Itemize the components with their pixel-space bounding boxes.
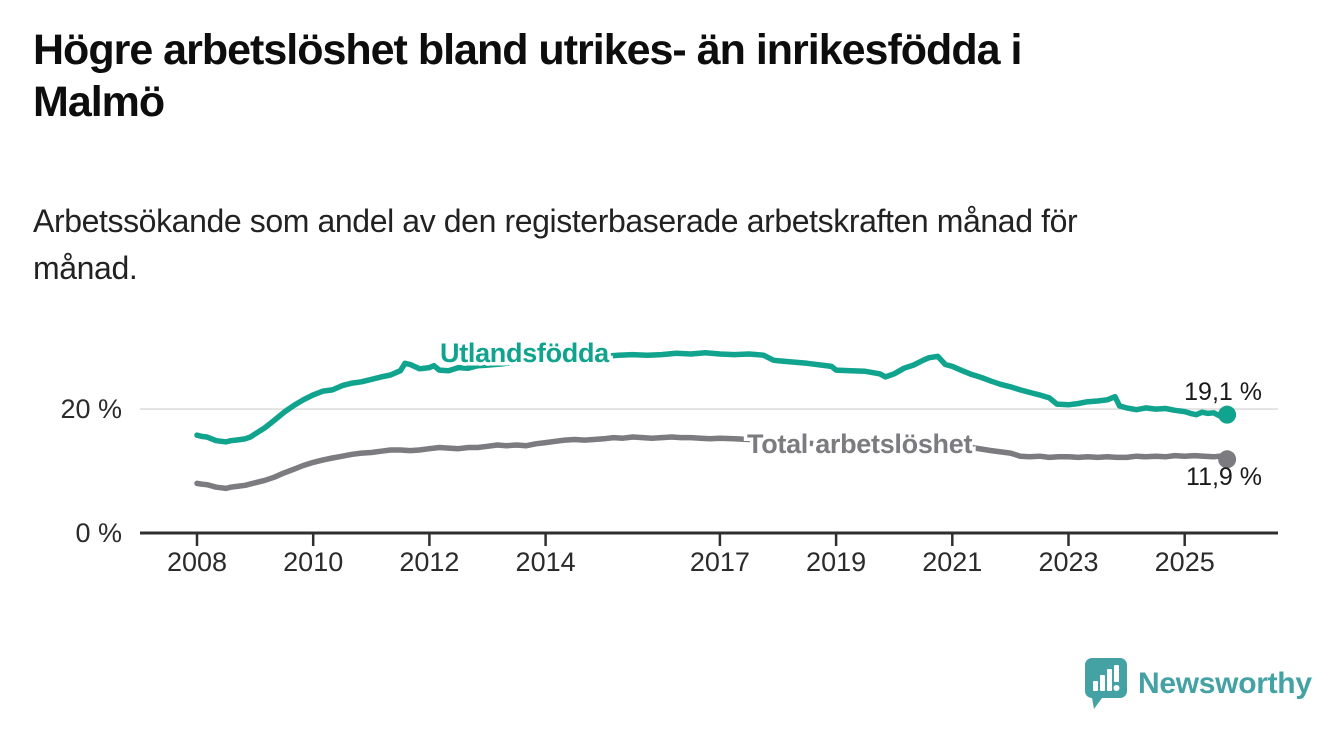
series-label-total: Total arbetslöshet — [747, 429, 972, 459]
x-tick-label-2012: 2012 — [399, 547, 459, 577]
y-tick-label-20: 20 % — [60, 394, 122, 424]
series-label-utlandsfodda: Utlandsfödda — [440, 338, 610, 368]
y-tick-label-0: 0 % — [75, 518, 122, 548]
chart-title-line-1: Högre arbetslöshet bland utrikes- än inr… — [33, 26, 1022, 74]
x-tick-label-2021: 2021 — [922, 547, 982, 577]
series-line-total — [194, 434, 1230, 492]
x-tick-label-2019: 2019 — [806, 547, 866, 577]
end-dot-utlandsfodda — [1218, 405, 1237, 424]
end-dot-total — [1218, 450, 1237, 469]
x-tick-label-2017: 2017 — [690, 547, 750, 577]
x-tick-label-2014: 2014 — [516, 547, 576, 577]
x-tick-label-2008: 2008 — [167, 547, 227, 577]
x-tick-label-2023: 2023 — [1038, 547, 1098, 577]
chart-title-line-2: Malmö — [33, 78, 165, 126]
chart-subtitle-line-2: månad. — [33, 250, 138, 286]
brand-name: Newsworthy — [1138, 667, 1312, 700]
chart-title: Högre arbetslöshet bland utrikes- än inr… — [33, 24, 1283, 128]
x-tick-label-2010: 2010 — [283, 547, 343, 577]
end-value-label-utlandsfodda: 19,1 % — [1184, 378, 1262, 406]
chart-subtitle: Arbetssökande som andel av den registerb… — [33, 198, 1283, 292]
x-tick-label-2025: 2025 — [1155, 547, 1215, 577]
chart-subtitle-line-1: Arbetssökande som andel av den registerb… — [33, 203, 1078, 239]
end-value-label-total: 11,9 % — [1186, 463, 1262, 491]
series-line-utlandsfodda — [194, 349, 1230, 445]
speech-bubble-bar-chart-icon — [1085, 658, 1127, 709]
newsworthy-logo: Newsworthy — [1084, 656, 1314, 712]
